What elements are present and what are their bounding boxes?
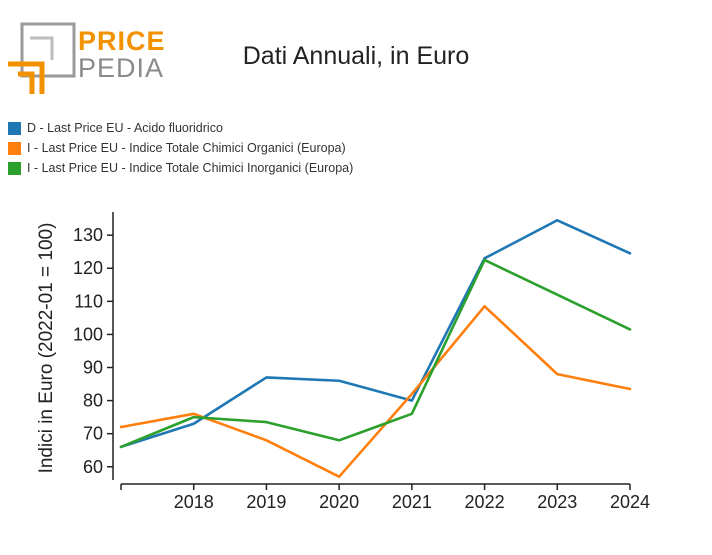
- x-tick-label: 2019: [246, 492, 286, 512]
- legend-label: I - Last Price EU - Indice Totale Chimic…: [27, 161, 354, 175]
- legend-swatch: [8, 141, 21, 155]
- legend-item[interactable]: I - Last Price EU - Indice Totale Chimic…: [8, 138, 353, 158]
- legend-label: D - Last Price EU - Acido fluoridrico: [27, 121, 223, 135]
- series-line-3: [119, 258, 632, 449]
- y-tick-label: 120: [73, 258, 103, 278]
- chart-legend: D - Last Price EU - Acido fluoridrico I …: [8, 118, 353, 178]
- y-tick-label: 110: [74, 291, 103, 311]
- logo-mark-icon: [8, 22, 76, 94]
- series-line-1: [119, 218, 632, 449]
- legend-swatch: [8, 121, 21, 135]
- pricepedia-logo: PRICE PEDIA: [8, 22, 168, 94]
- y-tick-label: 90: [83, 358, 103, 378]
- y-tick-label: 60: [83, 457, 103, 477]
- legend-label: I - Last Price EU - Indice Totale Chimic…: [27, 141, 346, 155]
- y-tick-label: 130: [73, 225, 103, 245]
- x-tick-label: 2021: [392, 492, 432, 512]
- y-tick-label: 100: [73, 324, 103, 344]
- y-tick-label: 70: [83, 424, 103, 444]
- logo-word-pedia: PEDIA: [78, 53, 165, 83]
- y-tick-label: 80: [83, 391, 103, 411]
- x-tick-label: 2022: [465, 492, 505, 512]
- x-tick-label: 2020: [319, 492, 359, 512]
- legend-swatch: [8, 161, 21, 175]
- legend-item[interactable]: D - Last Price EU - Acido fluoridrico: [8, 118, 353, 138]
- x-tick-label: 2023: [537, 492, 577, 512]
- y-axis: 60 70 80 90 100 110 120 130: [73, 212, 114, 480]
- y-axis-title: Indici in Euro (2022-01 = 100): [36, 223, 57, 474]
- legend-item[interactable]: I - Last Price EU - Indice Totale Chimic…: [8, 158, 353, 178]
- x-axis: 2018 2019 2020 2021 2022 2023 2024: [120, 483, 650, 512]
- x-tick-label: 2024: [610, 492, 650, 512]
- x-tick-label: 2018: [174, 492, 214, 512]
- series-layer: [119, 218, 632, 478]
- chart-title: Dati Annuali, in Euro: [242, 42, 470, 70]
- logo-word-price: PRICE: [78, 26, 166, 56]
